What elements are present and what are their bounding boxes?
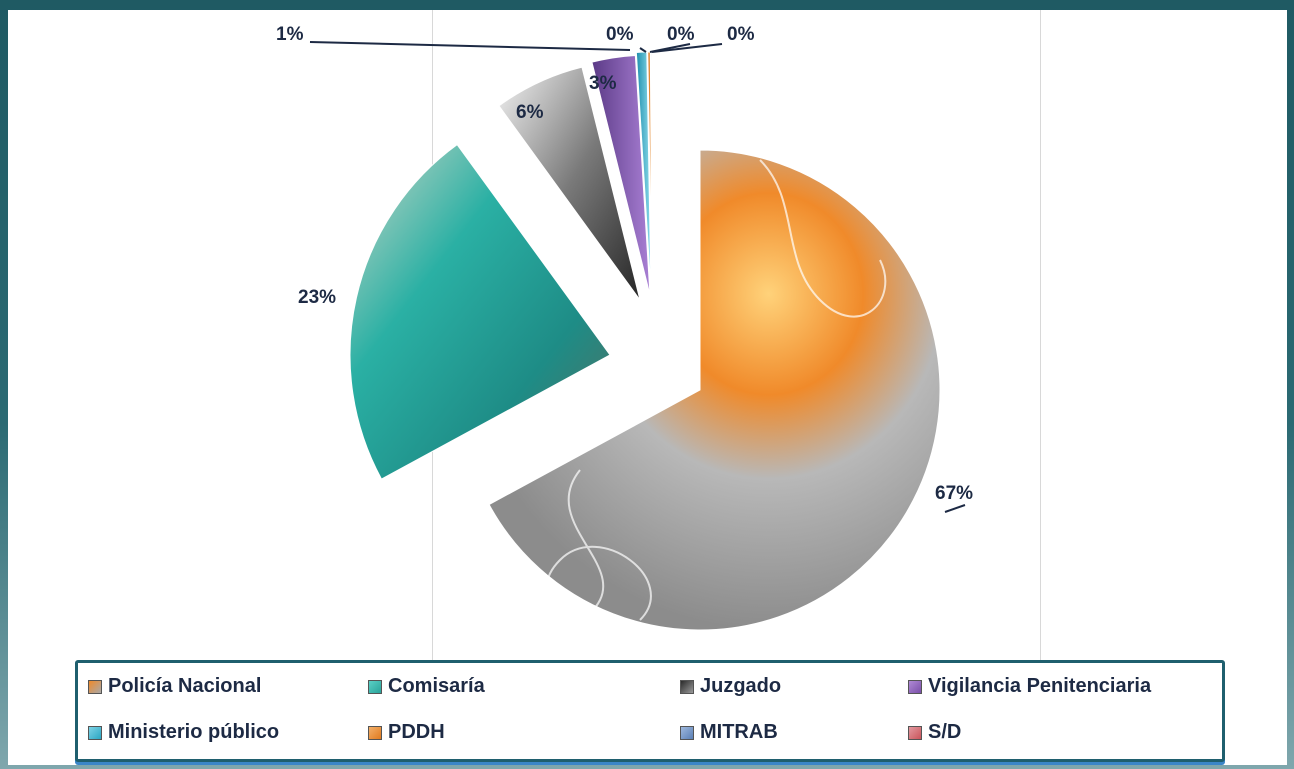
pie-slice [591, 54, 651, 296]
legend-item: PDDH [368, 721, 445, 744]
legend-item: Vigilancia Penitenciaria [908, 675, 1151, 698]
data-label: 67% [935, 483, 974, 504]
legend-item: MITRAB [680, 721, 778, 744]
legend-swatch [680, 725, 694, 740]
legend-label: Juzgado [700, 675, 782, 697]
pie-slice [652, 51, 655, 293]
legend-label: PDDH [388, 721, 445, 743]
legend-item: Policía Nacional [88, 675, 261, 698]
data-label: 3% [589, 73, 617, 94]
legend-item: Ministerio público [88, 721, 279, 744]
pie-slice [349, 143, 611, 480]
legend-swatch [908, 679, 922, 694]
data-label: 1% [276, 24, 304, 45]
gridline [1040, 10, 1041, 765]
legend: Policía Nacional Comisaría Juzgado Vigilanc… [75, 660, 1225, 762]
legend-swatch [88, 679, 102, 694]
legend-swatch [368, 725, 382, 740]
legend-item: Comisaría [368, 675, 485, 698]
data-label: 23% [298, 287, 337, 308]
pie-slice [635, 51, 652, 293]
legend-label: MITRAB [700, 721, 778, 743]
legend-label: Comisaría [388, 675, 485, 697]
legend-label: Vigilancia Penitenciaria [928, 675, 1152, 697]
legend-swatch [88, 725, 102, 740]
data-label: 0% [727, 24, 755, 45]
legend-swatch [908, 725, 922, 740]
data-label: 6% [516, 102, 544, 123]
legend-label: S/D [928, 721, 962, 743]
legend-swatch [368, 679, 382, 694]
leader-line [944, 504, 966, 513]
data-label: 0% [667, 24, 695, 45]
legend-swatch [680, 679, 694, 694]
leader-line [639, 47, 647, 53]
leader-line [309, 41, 631, 51]
slice-texture [545, 159, 887, 621]
leader-line [651, 43, 723, 53]
legend-item: Juzgado [680, 675, 781, 698]
legend-item: S/D [908, 721, 961, 744]
legend-label: Policía Nacional [108, 675, 262, 697]
data-label: 0% [606, 24, 634, 45]
pie-slice [498, 66, 641, 301]
legend-label: Ministerio público [108, 721, 280, 743]
pie-slice [488, 149, 941, 631]
